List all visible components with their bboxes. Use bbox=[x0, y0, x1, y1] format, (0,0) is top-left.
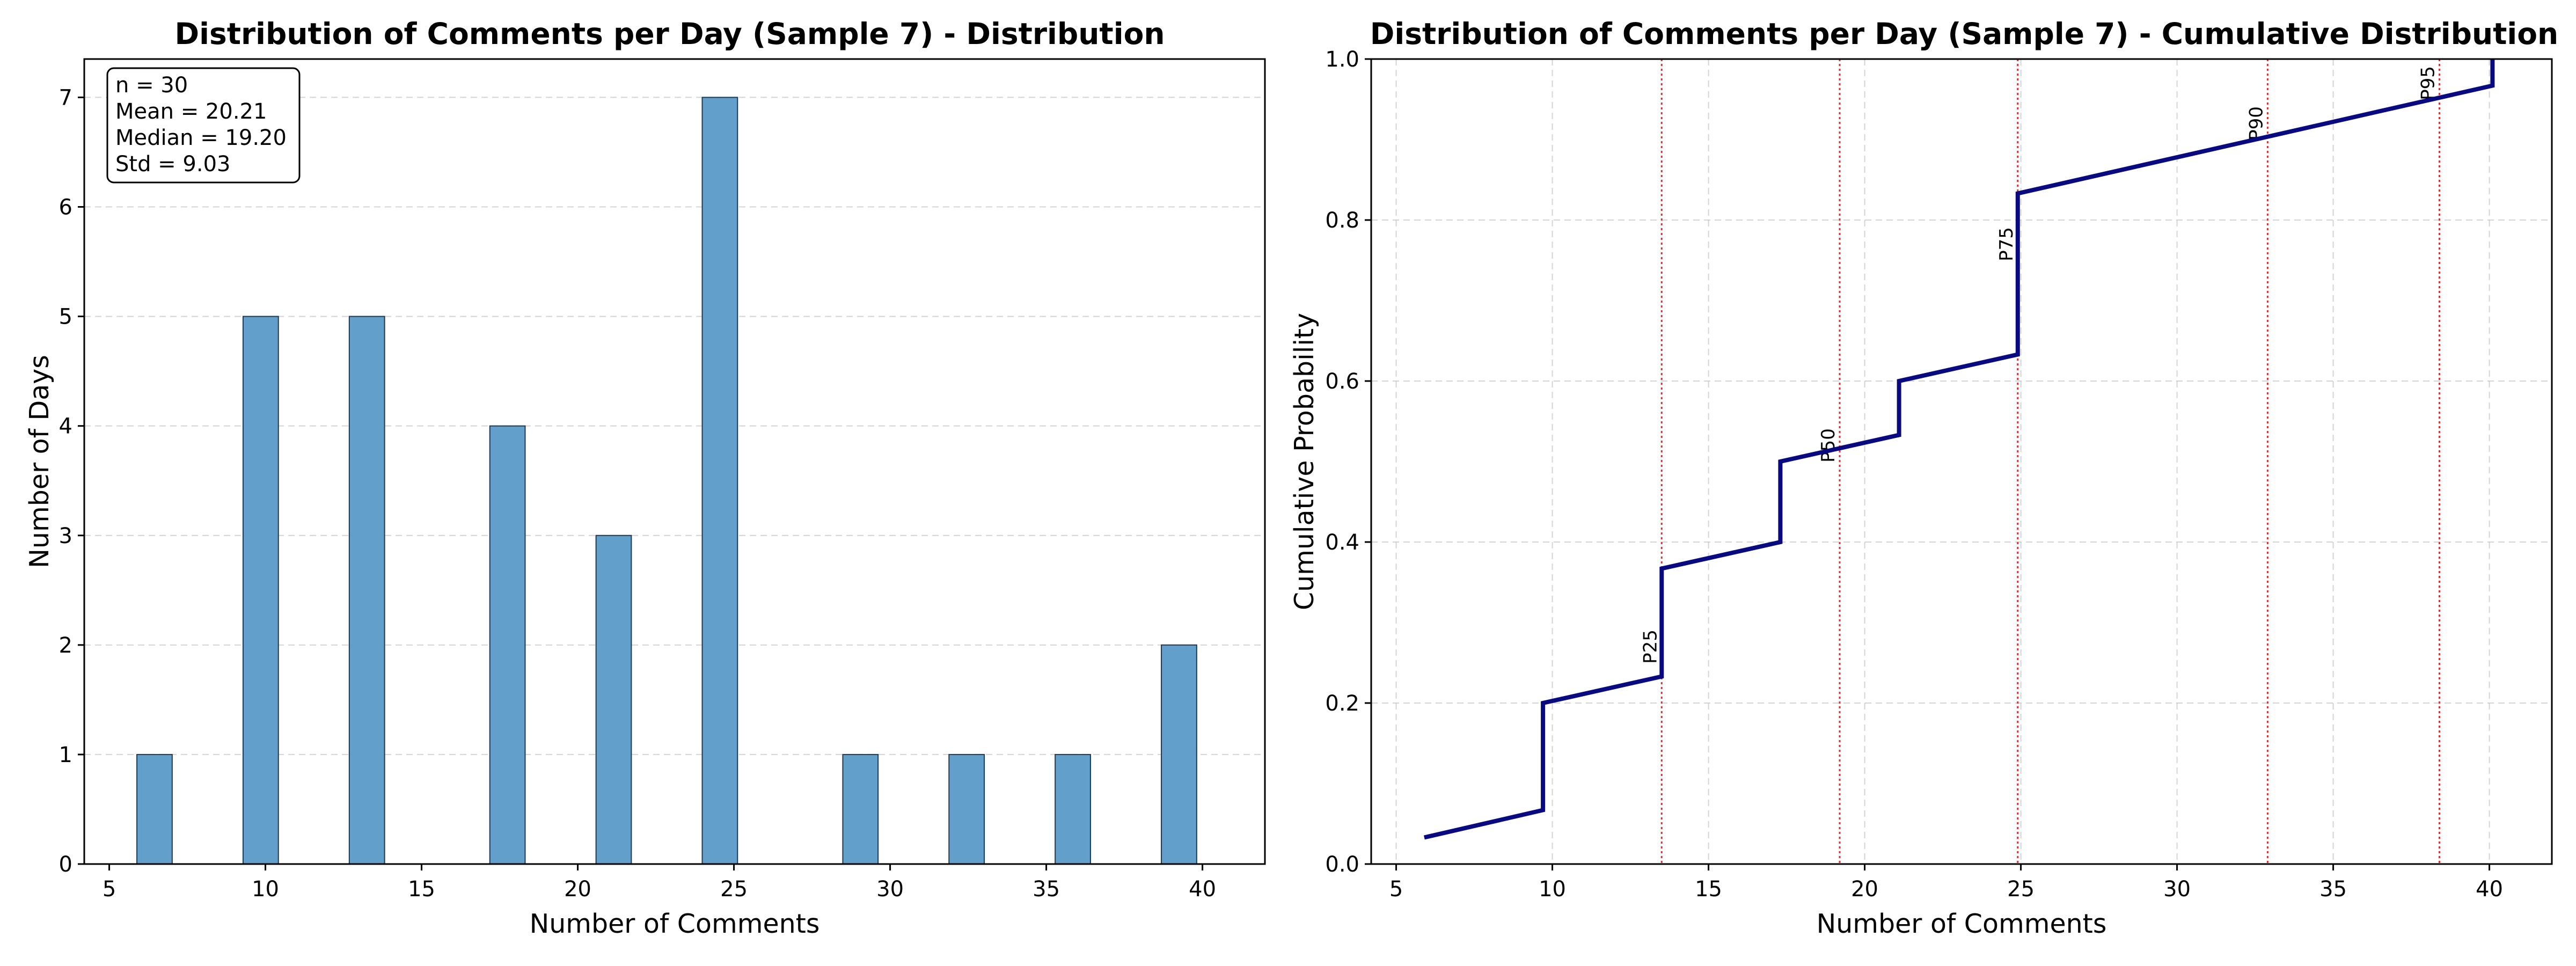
cdf-x-tick-label: 10 bbox=[1539, 877, 1566, 902]
histogram-panel: Distribution of Comments per Day (Sample… bbox=[24, 17, 1266, 939]
histogram-y-axis-label: Number of Days bbox=[24, 355, 55, 568]
histogram-bar bbox=[701, 97, 738, 865]
cdf-y-tick-label: 1.0 bbox=[1325, 47, 1359, 72]
cdf-panel: Distribution of Comments per Day (Sample… bbox=[1289, 17, 2558, 939]
cdf-grid bbox=[1371, 59, 2552, 864]
histogram-x-tick-label: 40 bbox=[1189, 877, 1216, 902]
cdf-y-tick-label: 0.4 bbox=[1325, 530, 1359, 555]
histogram-x-tick-label: 10 bbox=[252, 877, 279, 902]
stats-mean: Mean = 20.21 bbox=[115, 99, 267, 124]
cdf-x-tick-label: 15 bbox=[1695, 877, 1722, 902]
cdf-y-tick-label: 0.0 bbox=[1325, 852, 1359, 877]
cdf-x-tick-label: 30 bbox=[2163, 877, 2191, 902]
histogram-bars bbox=[136, 97, 1197, 865]
histogram-bar bbox=[842, 753, 879, 865]
percentile-label-p50: P50 bbox=[1818, 428, 1839, 463]
stats-box: n = 30 Mean = 20.21 Median = 19.20 Std =… bbox=[106, 67, 301, 184]
cdf-x-axis-label: Number of Comments bbox=[1817, 909, 2107, 939]
stats-std: Std = 9.03 bbox=[115, 152, 230, 177]
histogram-x-tick-label: 35 bbox=[1033, 877, 1060, 902]
histogram-x-ticks: 5 10 15 20 25 30 35 40 bbox=[103, 864, 1216, 902]
histogram-x-tick-label: 20 bbox=[564, 877, 591, 902]
histogram-title: Distribution of Comments per Day (Sample… bbox=[174, 17, 1165, 51]
cdf-x-ticks: 5 10 15 20 25 30 35 40 bbox=[1389, 864, 2503, 902]
cdf-y-tick-label: 0.2 bbox=[1325, 691, 1359, 716]
histogram-y-ticks: 0 1 2 3 4 5 6 7 bbox=[59, 85, 84, 877]
histogram-plot-frame bbox=[83, 58, 1266, 865]
stats-box-background bbox=[106, 67, 301, 184]
histogram-bar bbox=[595, 535, 632, 865]
cdf-y-tick-label: 0.8 bbox=[1325, 208, 1359, 233]
percentile-label-p75: P75 bbox=[1996, 227, 2017, 261]
cdf-y-axis-label: Cumulative Probability bbox=[1289, 313, 1320, 610]
cdf-x-tick-label: 40 bbox=[2476, 877, 2503, 902]
cdf-x-tick-label: 20 bbox=[1851, 877, 1878, 902]
cdf-x-tick-label: 25 bbox=[2007, 877, 2035, 902]
histogram-bar bbox=[1055, 753, 1091, 865]
histogram-x-tick-label: 5 bbox=[103, 877, 116, 902]
histogram-x-tick-label: 25 bbox=[720, 877, 748, 902]
histogram-x-axis-label: Number of Comments bbox=[530, 909, 820, 939]
histogram-bar bbox=[242, 316, 279, 865]
percentile-label-p25: P25 bbox=[1640, 630, 1661, 664]
cdf-y-ticks: 0.0 0.2 0.4 0.6 0.8 1.0 bbox=[1325, 47, 1371, 877]
histogram-bar bbox=[348, 316, 385, 865]
cdf-plot-frame bbox=[1370, 58, 2553, 865]
histogram-y-tick-label: 1 bbox=[59, 743, 72, 767]
histogram-y-tick-label: 3 bbox=[59, 524, 72, 548]
cdf-line bbox=[1424, 59, 2495, 840]
histogram-y-tick-label: 5 bbox=[59, 305, 72, 330]
cdf-y-tick-label: 0.6 bbox=[1325, 369, 1359, 394]
histogram-y-tick-label: 6 bbox=[59, 195, 72, 220]
cdf-x-tick-label: 35 bbox=[2319, 877, 2347, 902]
histogram-bar bbox=[489, 425, 526, 865]
histogram-x-tick-label: 15 bbox=[408, 877, 435, 902]
histogram-x-tick-label: 30 bbox=[876, 877, 904, 902]
stats-median: Median = 19.20 bbox=[115, 126, 287, 150]
percentile-label-p95: P95 bbox=[2417, 66, 2439, 100]
percentile-label-p90: P90 bbox=[2245, 106, 2267, 141]
histogram-y-tick-label: 0 bbox=[59, 852, 72, 877]
histogram-bar bbox=[948, 753, 985, 865]
stats-n: n = 30 bbox=[115, 73, 188, 98]
cdf-title: Distribution of Comments per Day (Sample… bbox=[1370, 17, 2558, 51]
cdf-percentile-lines: P25 P50 P75 P90 P95 bbox=[1640, 59, 2440, 864]
histogram-y-tick-label: 2 bbox=[59, 633, 72, 658]
cdf-x-tick-label: 5 bbox=[1389, 877, 1403, 902]
histogram-bar bbox=[136, 753, 173, 865]
histogram-y-tick-label: 7 bbox=[59, 85, 72, 110]
histogram-y-tick-label: 4 bbox=[59, 414, 72, 439]
histogram-bar bbox=[1161, 644, 1197, 865]
